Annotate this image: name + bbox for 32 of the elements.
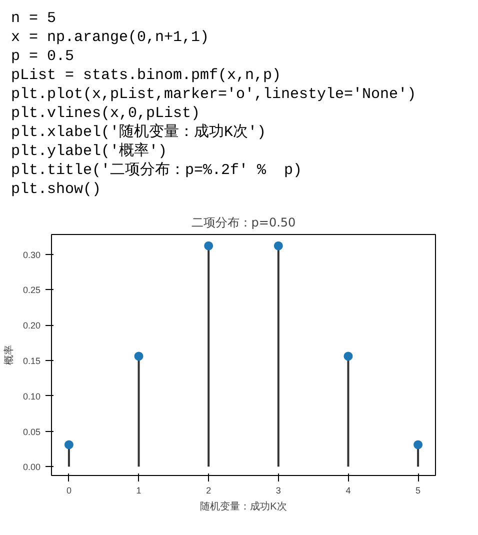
x-tick-label: 3	[276, 486, 281, 496]
point	[64, 440, 74, 450]
text: plt.title('二项分布：p=%.2f' % p)	[11, 162, 302, 179]
text: plt.xlabel('随机变量：成功K次')	[11, 124, 266, 141]
text: pList = stats.binom.pmf(x,n,p)	[11, 67, 282, 84]
text: n = 5	[11, 10, 56, 27]
y-tick-label: 0.25	[22, 285, 41, 296]
text: p = 0.5	[11, 48, 74, 65]
y-tick-label: 0.10	[22, 391, 41, 402]
point	[414, 440, 423, 450]
x-tick-label: 1	[136, 486, 142, 496]
point	[134, 352, 144, 361]
y-tick-label: 0.15	[22, 356, 41, 366]
y-tick-label: 0.05	[22, 426, 41, 437]
point	[344, 352, 353, 361]
y-tick-label: 0.00	[22, 462, 41, 472]
point	[204, 241, 214, 250]
x-tick-label: 4	[346, 486, 351, 496]
text: x = np.arange(0,n+1,1)	[11, 29, 210, 46]
y-tick-label: 0.30	[22, 250, 41, 260]
point	[274, 241, 283, 250]
text: plt.plot(x,pList,marker='o',linestyle='None')	[11, 86, 416, 103]
x-axis-title: 随机变量：成功K次	[200, 500, 287, 512]
text: plt.show()	[11, 181, 102, 198]
x-tick-label: 0	[66, 486, 72, 496]
text: plt.ylabel('概率')	[11, 143, 168, 160]
y-tick-label: 0.20	[22, 320, 41, 331]
chart-title: 二项分布：p=0.50	[191, 216, 296, 230]
x-tick-label: 5	[416, 486, 421, 496]
x-tick-label: 2	[206, 486, 212, 496]
y-axis-title: 概率	[2, 345, 15, 365]
text: plt.vlines(x,0,pList)	[11, 105, 200, 122]
